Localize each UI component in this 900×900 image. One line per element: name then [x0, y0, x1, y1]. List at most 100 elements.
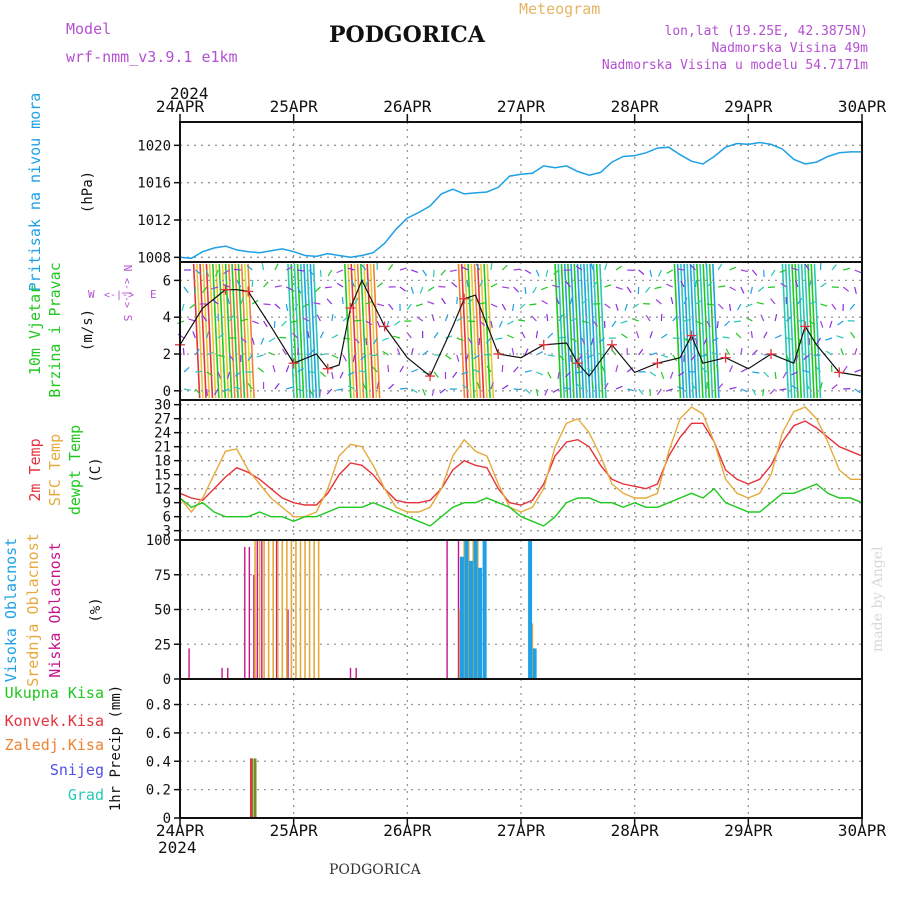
cloud-bar-srednja: [313, 540, 315, 679]
wind-arrow: [319, 331, 325, 339]
wind-arrow: [498, 320, 503, 328]
wind-arrow: [829, 320, 833, 328]
wind-arrow: [521, 331, 526, 339]
wind-arrow: [683, 297, 688, 305]
wind-arrow: [467, 337, 473, 345]
cloud-bar-srednja: [467, 540, 470, 679]
wind-arrow: [831, 264, 837, 271]
wind-streak: [807, 263, 815, 399]
wind-arrow: [228, 354, 235, 361]
wind-arrow: [263, 281, 269, 288]
wind-legend-arrow-v: <-|->: [121, 278, 132, 308]
cloud-bar-srednja: [281, 540, 284, 679]
wind-arrow: [302, 303, 310, 308]
wind-arrow: [377, 303, 385, 307]
wind-arrow: [677, 268, 685, 271]
wind-arrow: [440, 269, 446, 276]
wind-streak: [224, 263, 233, 399]
wind-streak: [699, 263, 707, 399]
wind-arrow: [627, 388, 635, 392]
wind-arrow: [820, 282, 827, 288]
page-title: PODGORICA: [329, 22, 485, 48]
wind-arrow: [331, 314, 334, 322]
wind-arrow: [706, 320, 711, 328]
wind-arrow: [569, 297, 573, 305]
wind-arrow: [590, 263, 594, 271]
wind-arrow: [615, 385, 623, 390]
wind-arrow: [655, 299, 662, 305]
wind-streak: [680, 263, 688, 399]
wind-arrow: [665, 388, 673, 392]
wind-arrow: [365, 300, 373, 305]
wind-arrow: [316, 314, 321, 322]
wind-arrow: [202, 315, 208, 322]
wind-streak: [483, 263, 491, 399]
cloud-bar-visoka: [532, 648, 537, 679]
visoka-axis-title: Visoka Oblacnost: [2, 538, 20, 683]
wind-arrow: [476, 382, 481, 390]
wind-arrow: [479, 301, 487, 305]
cloud-bar-niska: [355, 667, 357, 679]
wind-streak: [592, 263, 601, 399]
wind-arrow: [555, 297, 560, 305]
wind-arrow: [703, 337, 708, 345]
wind-streak: [476, 263, 485, 399]
wind-arrow: [206, 351, 214, 356]
wind-arrow: [217, 333, 225, 339]
x-tick-label-top: 29APR: [724, 97, 773, 116]
wind-arrow: [779, 388, 787, 391]
wind-arrow: [376, 320, 381, 328]
wind-streak: [692, 263, 701, 399]
wind-streak: [470, 263, 479, 399]
wind-arrow: [816, 337, 822, 345]
y-tick-label: 1008: [137, 250, 171, 266]
wind-arrow: [406, 303, 412, 311]
wind-arrow: [576, 383, 583, 390]
y-tick-label: 6: [163, 510, 171, 526]
wind-streak: [567, 263, 575, 399]
wind-arrow: [212, 299, 219, 305]
cloud-bar-srednja: [272, 540, 275, 679]
wind-streak: [369, 263, 378, 399]
wind-arrow: [294, 303, 299, 311]
wind-arrow: [694, 279, 698, 288]
wind-legend-w: W: [88, 288, 95, 301]
wind-arrow: [535, 388, 539, 396]
wind-arrow: [802, 369, 810, 373]
wind-arrow: [638, 348, 644, 356]
wind-arrow: [565, 371, 571, 378]
wind-arrow: [336, 282, 344, 288]
wind-streak: [781, 263, 790, 399]
wind-arrow: [547, 354, 555, 357]
srednja-axis-title: Srednja Oblacnost: [24, 533, 42, 687]
wind-streak: [712, 263, 720, 399]
wind-streak: [583, 263, 591, 399]
wind-arrow: [552, 284, 560, 288]
wind-arrow: [737, 303, 742, 311]
wind-arrow: [670, 297, 674, 305]
wind-arrow: [661, 333, 668, 339]
x-tick-label-top: 25APR: [270, 97, 319, 116]
wind-arrow: [445, 335, 453, 339]
wind-arrow: [206, 388, 208, 397]
wind-arrow: [804, 263, 810, 271]
wind-arrow: [292, 332, 299, 339]
cloud-bar-niska: [227, 667, 229, 679]
wind-arrow: [519, 303, 526, 310]
wind-arrow: [795, 354, 799, 362]
cloud-bar-niska: [287, 609, 289, 679]
wind-streak: [237, 263, 246, 399]
wind-arrow: [236, 280, 242, 288]
wind-streak: [794, 263, 803, 399]
wind-arrow: [615, 365, 619, 373]
wind-arrow: [347, 267, 355, 271]
wind-arrow: [331, 354, 339, 359]
wind-arrow: [558, 314, 564, 322]
wind-arrow: [569, 354, 572, 363]
wind-arrow: [524, 269, 532, 275]
wind-arrow: [308, 388, 314, 396]
wind-arrow: [691, 382, 696, 390]
wind-streak: [689, 263, 698, 399]
wind-arrow: [490, 283, 498, 288]
